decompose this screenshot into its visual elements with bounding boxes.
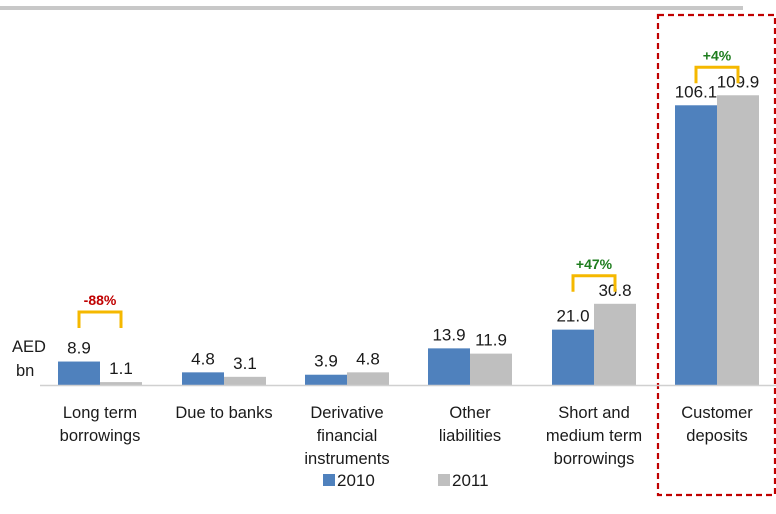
bar-2011-customer-deposits	[717, 95, 759, 385]
category-labels-layer: Long term borrowings Due to banks Derivativ…	[60, 404, 754, 468]
bar-2011-derivative-financial-instruments	[347, 372, 389, 385]
category-label-long-term-borrowings-line-1: Long term	[63, 404, 137, 422]
category-label-customer-deposits-line-2: deposits	[686, 427, 747, 445]
change-label-customer-deposits: +4%	[703, 47, 732, 63]
bar-2011-due-to-banks	[224, 376, 266, 385]
change-bracket-long-term-borrowings	[77, 310, 123, 328]
value-label-2010-other-liabilities: 13.9	[432, 325, 465, 344]
unit-label-line-1: AED	[12, 338, 46, 356]
category-label-due-to-banks-line-1: Due to banks	[175, 404, 272, 422]
value-label-2011-due-to-banks: 3.1	[233, 354, 257, 373]
value-label-2011-long-term-borrowings: 1.1	[109, 359, 133, 378]
legend-label-2010: 2010	[337, 471, 375, 490]
bar-2010-due-to-banks	[182, 372, 224, 385]
bar-2011-short-and-medium-term-borrowings	[594, 303, 636, 385]
change-bracket-customer-deposits	[694, 65, 740, 84]
legend: 2010 2011	[323, 471, 489, 490]
change-bracket-short-and-medium-term-borrowings	[571, 274, 617, 292]
category-label-other-liabilities-line-1: Other	[449, 404, 491, 422]
bar-2010-other-liabilities	[428, 348, 470, 385]
category-label-other-liabilities-line-2: liabilities	[439, 427, 501, 445]
legend-label-2011: 2011	[452, 471, 489, 490]
value-labels-layer: 8.91.14.8 3.1 3.9 4.813.9 11.921.030.8106.11…	[67, 72, 759, 378]
category-label-derivative-financial-instruments-line-1: Derivative	[310, 404, 383, 422]
legend-swatch-2010	[323, 474, 335, 486]
value-label-2011-other-liabilities: 11.9	[475, 331, 507, 350]
category-label-derivative-financial-instruments-line-2: financial	[317, 427, 378, 445]
bar-2011-other-liabilities	[470, 353, 512, 385]
unit-label-line-2: bn	[16, 362, 34, 380]
category-label-long-term-borrowings-line-2: borrowings	[60, 427, 141, 445]
category-label-short-and-medium-term-borrowings-line-1: Short and	[558, 404, 630, 422]
category-label-short-and-medium-term-borrowings-line-3: borrowings	[554, 450, 635, 468]
category-label-short-and-medium-term-borrowings-line-2: medium term	[546, 427, 642, 445]
bar-2010-short-and-medium-term-borrowings	[552, 329, 594, 385]
value-label-2010-customer-deposits: 106.1	[675, 82, 718, 101]
change-annotations-layer: -88% +47% +4%	[77, 13, 776, 497]
bar-2010-long-term-borrowings	[58, 361, 100, 385]
legend-swatch-2011	[438, 474, 450, 486]
value-label-2010-derivative-financial-instruments: 3.9	[314, 352, 338, 371]
bar-2010-customer-deposits	[675, 105, 717, 386]
bars-layer	[58, 95, 759, 386]
bar-2010-derivative-financial-instruments	[305, 374, 347, 385]
change-label-short-and-medium-term-borrowings: +47%	[576, 256, 613, 272]
value-label-2011-derivative-financial-instruments: 4.8	[356, 349, 380, 368]
value-label-2010-short-and-medium-term-borrowings: 21.0	[556, 307, 589, 326]
value-label-2010-due-to-banks: 4.8	[191, 349, 215, 368]
highlight-box-customer-deposits	[656, 13, 776, 497]
category-label-customer-deposits-line-1: Customer	[681, 404, 753, 422]
category-label-derivative-financial-instruments-line-3: instruments	[304, 450, 389, 468]
value-label-2010-long-term-borrowings: 8.9	[67, 339, 91, 358]
bar-2011-long-term-borrowings	[100, 382, 142, 385]
change-label-long-term-borrowings: -88%	[84, 292, 117, 308]
